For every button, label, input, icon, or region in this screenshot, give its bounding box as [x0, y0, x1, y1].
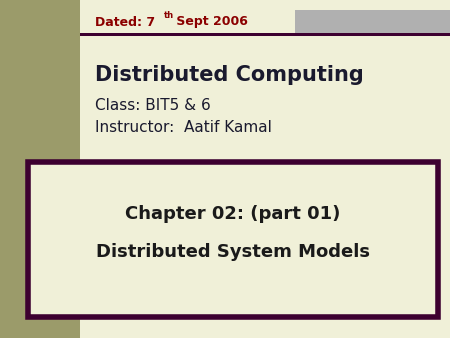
Bar — [28, 162, 438, 317]
Bar — [0, 0, 80, 338]
Text: Distributed System Models: Distributed System Models — [96, 243, 370, 261]
Text: Dated: 7: Dated: 7 — [95, 16, 155, 28]
Bar — [295, 10, 450, 33]
Bar — [80, 33, 450, 35]
Text: Class: BIT5 & 6: Class: BIT5 & 6 — [95, 97, 211, 113]
Text: Sept 2006: Sept 2006 — [172, 16, 248, 28]
Text: Chapter 02: (part 01): Chapter 02: (part 01) — [125, 205, 341, 223]
Text: Instructor:  Aatif Kamal: Instructor: Aatif Kamal — [95, 121, 272, 136]
Text: th: th — [164, 11, 174, 21]
Text: Distributed Computing: Distributed Computing — [95, 65, 364, 85]
